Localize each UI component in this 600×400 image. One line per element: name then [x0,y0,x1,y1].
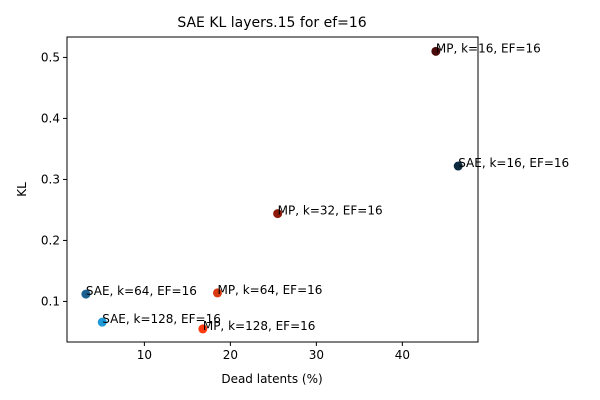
data-point [212,288,222,298]
data-point [431,46,441,56]
x-tick-label: 40 [395,348,410,362]
x-tick-label: 10 [137,348,152,362]
y-tick-label: 0.3 [41,172,60,186]
data-point [97,317,107,327]
chart-title: SAE KL layers.15 for ef=16 [177,15,366,31]
x-axis: 10 20 30 40 [137,342,410,362]
y-axis-title: KL [15,182,29,197]
point-label: MP, k=64, EF=16 [217,283,322,297]
y-tick-label: 0.5 [41,50,60,64]
data-points [81,46,463,334]
point-label: SAE, k=64, EF=16 [86,284,197,298]
y-axis: 0.1 0.2 0.3 0.4 0.5 [41,50,67,308]
data-point [198,324,208,334]
point-labels: MP, k=16, EF=16 SAE, k=16, EF=16 MP, k=32,… [86,41,569,333]
point-label: SAE, k=16, EF=16 [458,156,569,170]
y-tick-label: 0.4 [41,111,60,125]
point-label: SAE, k=128, EF=16 [102,312,221,326]
x-tick-label: 20 [223,348,238,362]
y-tick-label: 0.1 [41,294,60,308]
data-point [453,161,463,171]
point-label: MP, k=16, EF=16 [436,41,541,55]
data-point [81,289,91,299]
plot-area-frame [66,36,479,343]
point-label: MP, k=32, EF=16 [278,204,383,218]
x-axis-title: Dead latents (%) [221,372,322,386]
x-tick-label: 30 [309,348,324,362]
y-tick-label: 0.2 [41,233,60,247]
data-point [273,209,283,219]
point-label: MP, k=128, EF=16 [203,319,316,333]
